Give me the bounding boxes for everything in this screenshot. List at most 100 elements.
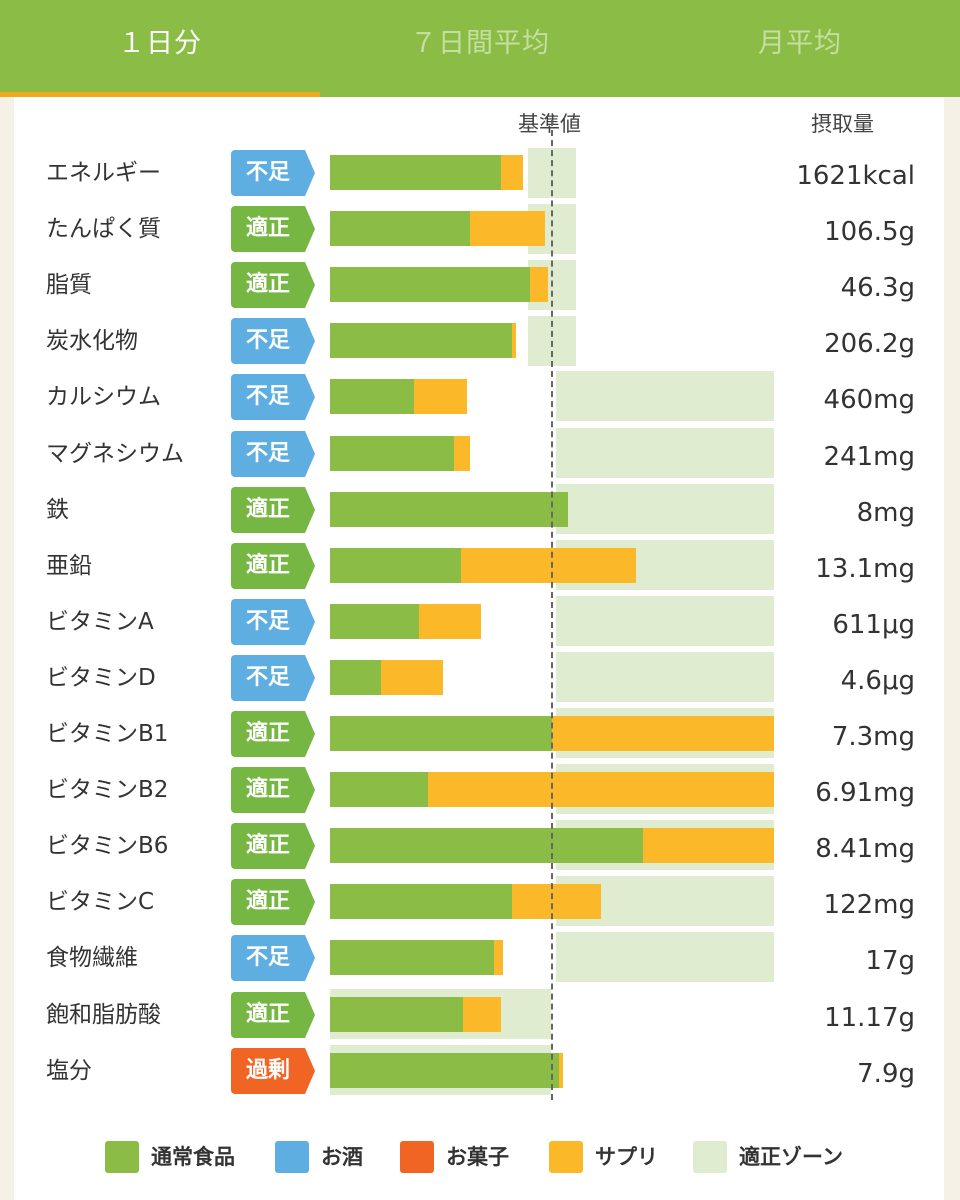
status-badge-label: 不足 — [231, 599, 305, 645]
intake-value: 1621kcal — [796, 161, 915, 191]
status-badge-arrow — [305, 150, 315, 196]
bar-food — [330, 155, 501, 190]
status-badge-arrow — [305, 206, 315, 252]
status-badge-label: 適正 — [231, 992, 305, 1038]
status-badge-label: 適正 — [231, 262, 305, 308]
appropriate-zone — [556, 932, 774, 982]
status-badge-arrow — [305, 879, 315, 925]
bar-supplement — [559, 1053, 563, 1088]
status-badge-arrow — [305, 1048, 315, 1094]
status-badge-arrow — [305, 543, 315, 589]
intake-value: 241mg — [823, 442, 915, 472]
intake-value: 8mg — [856, 498, 915, 528]
intake-value: 206.2g — [824, 329, 915, 359]
status-badge[interactable]: 適正 — [231, 992, 315, 1038]
nutrient-name: 飽和脂肪酸 — [46, 1002, 161, 1028]
bar-food — [330, 548, 461, 583]
status-badge[interactable]: 適正 — [231, 543, 315, 589]
status-badge-label: 不足 — [231, 374, 305, 420]
nutrient-name: 食物繊維 — [46, 945, 138, 971]
status-badge[interactable]: 適正 — [231, 206, 315, 252]
appropriate-zone — [556, 484, 774, 534]
intake-value: 122mg — [823, 890, 915, 920]
status-badge-label: 過剰 — [231, 1048, 305, 1094]
nutrient-name: ビタミンB6 — [46, 833, 169, 859]
intake-value: 6.91mg — [815, 778, 915, 808]
intake-value: 13.1mg — [815, 554, 915, 584]
status-badge[interactable]: 不足 — [231, 150, 315, 196]
bar-supplement — [512, 884, 601, 919]
intake-value: 460mg — [823, 385, 915, 415]
status-badge-arrow — [305, 262, 315, 308]
bar-supplement — [454, 436, 470, 471]
tab-7day-average[interactable]: ７日間平均 — [410, 28, 550, 59]
bar-food — [330, 379, 414, 414]
status-badge-label: 不足 — [231, 318, 305, 364]
bar-supplement — [494, 940, 503, 975]
nutrient-name: 亜鉛 — [46, 553, 92, 579]
tab-daily[interactable]: １日分 — [118, 28, 202, 59]
nutrient-name: ビタミンA — [46, 609, 154, 635]
intake-value: 8.41mg — [815, 834, 915, 864]
legend-label: お酒 — [321, 1145, 363, 1169]
bar-supplement — [463, 997, 501, 1032]
bar-food — [330, 716, 552, 751]
bar-supplement — [643, 828, 774, 863]
appropriate-zone — [556, 652, 774, 702]
bar-food — [330, 267, 530, 302]
status-badge-label: 不足 — [231, 431, 305, 477]
status-badge-label: 適正 — [231, 543, 305, 589]
nutrient-name: エネルギー — [46, 160, 161, 186]
nutrient-name: ビタミンD — [46, 665, 156, 691]
intake-value: 46.3g — [840, 273, 915, 303]
legend-swatch — [400, 1141, 434, 1173]
bar-food — [330, 940, 494, 975]
status-badge-arrow — [305, 599, 315, 645]
status-badge[interactable]: 適正 — [231, 487, 315, 533]
bar-supplement — [381, 660, 443, 695]
tab-bar: １日分 ７日間平均 月平均 — [0, 0, 960, 97]
status-badge-label: 不足 — [231, 150, 305, 196]
bar-food — [330, 323, 512, 358]
appropriate-zone — [556, 428, 774, 478]
status-badge-arrow — [305, 992, 315, 1038]
legend-label: 通常食品 — [151, 1145, 235, 1169]
nutrient-name: カルシウム — [46, 384, 161, 410]
status-badge-arrow — [305, 711, 315, 757]
nutrient-name: 鉄 — [46, 497, 69, 523]
legend-label: サプリ — [595, 1145, 658, 1169]
status-badge-arrow — [305, 374, 315, 420]
intake-value: 7.3mg — [831, 722, 915, 752]
status-badge[interactable]: 適正 — [231, 711, 315, 757]
status-badge-label: 不足 — [231, 935, 305, 981]
status-badge-arrow — [305, 487, 315, 533]
legend-swatch — [549, 1141, 583, 1173]
status-badge[interactable]: 不足 — [231, 935, 315, 981]
status-badge-label: 適正 — [231, 879, 305, 925]
intake-value: 106.5g — [824, 217, 915, 247]
status-badge[interactable]: 不足 — [231, 318, 315, 364]
status-badge-arrow — [305, 431, 315, 477]
appropriate-zone — [556, 596, 774, 646]
status-badge[interactable]: 適正 — [231, 262, 315, 308]
intake-value: 4.6μg — [840, 666, 915, 696]
nutrient-name: ビタミンB2 — [46, 777, 169, 803]
status-badge-label: 適正 — [231, 711, 305, 757]
nutrient-name: ビタミンC — [46, 889, 155, 915]
status-badge[interactable]: 不足 — [231, 374, 315, 420]
status-badge[interactable]: 不足 — [231, 599, 315, 645]
status-badge[interactable]: 不足 — [231, 431, 315, 477]
bar-supplement — [470, 211, 545, 246]
status-badge[interactable]: 過剰 — [231, 1048, 315, 1094]
bar-food — [330, 772, 428, 807]
intake-value: 611μg — [832, 610, 915, 640]
status-badge-label: 適正 — [231, 823, 305, 869]
nutrient-name: たんぱく質 — [46, 216, 161, 242]
legend-swatch — [275, 1141, 309, 1173]
status-badge[interactable]: 適正 — [231, 767, 315, 813]
status-badge[interactable]: 適正 — [231, 823, 315, 869]
tab-monthly-average[interactable]: 月平均 — [758, 28, 842, 59]
status-badge[interactable]: 不足 — [231, 655, 315, 701]
legend-label: お菓子 — [446, 1145, 509, 1169]
status-badge[interactable]: 適正 — [231, 879, 315, 925]
